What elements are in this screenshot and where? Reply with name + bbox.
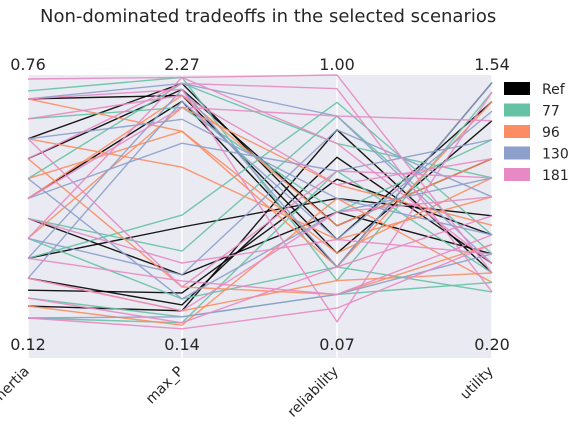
series-line-130-6 — [27, 177, 493, 300]
axis-label-max_P: max_P — [143, 364, 187, 408]
series-line-96-1 — [27, 130, 493, 255]
series-line-181-3 — [27, 82, 493, 293]
tick-label-min-max_P: 0.14 — [164, 335, 200, 354]
legend-label-96: 96 — [542, 125, 560, 141]
legend-swatch-Ref — [504, 82, 530, 95]
series-line-181-9 — [27, 76, 493, 264]
axis-label-inertia: inertia — [0, 364, 33, 407]
legend-swatch-96 — [504, 125, 530, 138]
legend-label-181: 181 — [542, 168, 569, 184]
series-line-77-6 — [27, 170, 493, 324]
series-line-Ref-4 — [27, 128, 493, 312]
chart-title: Non-dominated tradeoffs in the selected … — [40, 6, 496, 27]
series-line-181-5 — [27, 94, 493, 186]
legend-swatch-130 — [504, 146, 530, 160]
series-line-96-2 — [27, 98, 493, 268]
tick-label-min-utility: 0.20 — [474, 335, 510, 354]
series-line-181-2 — [27, 217, 493, 264]
axis-label-reliability: reliability — [285, 364, 342, 421]
axis-label-utility: utility — [457, 364, 496, 403]
lines-layer — [27, 74, 493, 330]
legend-label-77: 77 — [542, 104, 560, 120]
series-line-Ref-7 — [27, 156, 493, 306]
series-line-130-0 — [27, 128, 493, 276]
series-line-77-5 — [27, 237, 493, 300]
series-line-Ref-5 — [27, 211, 493, 276]
tick-label-max-max_P: 2.27 — [164, 55, 200, 74]
tick-label-max-inertia: 0.76 — [10, 55, 46, 74]
legend: Ref 77 96 130 181 — [504, 82, 569, 184]
tick-label-min-reliability: 0.07 — [319, 335, 355, 354]
tick-label-min-inertia: 0.12 — [10, 335, 46, 354]
series-line-181-8 — [27, 88, 493, 324]
series-line-181-4 — [27, 215, 493, 324]
series-line-130-1 — [27, 139, 493, 200]
tick-label-max-utility: 1.54 — [474, 55, 510, 74]
legend-label-Ref: Ref — [542, 82, 566, 98]
series-line-181-11 — [27, 138, 493, 288]
series-line-96-4 — [27, 94, 493, 227]
series-line-130-2 — [27, 118, 493, 236]
series-line-181-7 — [27, 196, 493, 312]
series-line-77-2 — [27, 82, 493, 180]
series-line-181-1 — [27, 234, 493, 296]
legend-swatch-77 — [504, 103, 530, 117]
series-line-181-6 — [27, 106, 493, 200]
series-line-96-7 — [27, 158, 493, 296]
tick-label-max-reliability: 1.00 — [319, 55, 355, 74]
series-line-130-5 — [27, 253, 493, 319]
series-line-181-10 — [27, 243, 493, 330]
legend-label-130: 130 — [542, 147, 569, 163]
legend-swatch-181 — [504, 168, 530, 181]
